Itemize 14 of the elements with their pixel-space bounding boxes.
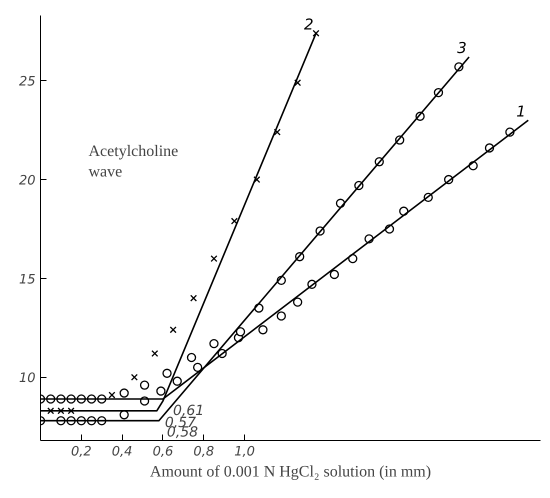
y-tick-label: 20 [18,174,36,189]
y-tick-label: 15 [18,272,36,288]
x-tick-label: 0,8 [193,444,214,460]
x-tick-label: 1,0 [234,444,255,460]
x-tick-label: 0,6 [152,444,174,460]
series-label: 1 [516,102,526,120]
series-label: 3 [457,39,467,58]
annotation: Acetylcholine wave [88,143,178,180]
x-axis-title: Amount of 0.001 N HgCl₂ solution (in mm) [150,464,432,480]
x-tick-label: 0,2 [70,444,92,460]
series-label: 2 [304,15,314,34]
y-tick-label: 10 [18,371,36,386]
x-tick-label: 0,4 [112,444,132,460]
y-tick-label: 25 [18,74,36,90]
